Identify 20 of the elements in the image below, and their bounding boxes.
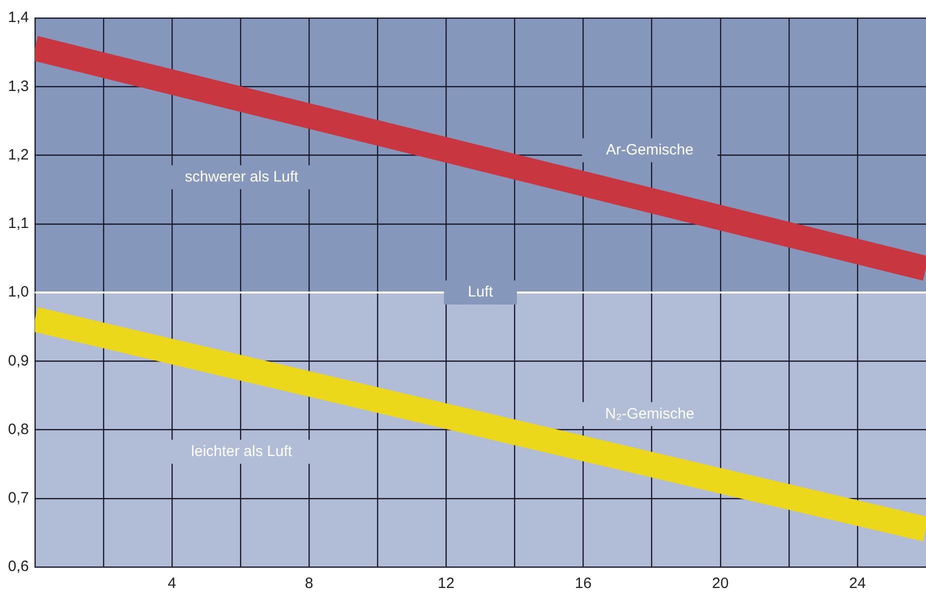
y-tick-label: 0,8 <box>8 420 29 438</box>
text: Ar-Gemische <box>606 141 694 158</box>
band-label: schwerer als Luft <box>184 168 300 186</box>
y-tick-label: 1,0 <box>8 284 29 301</box>
text: N₂-Gemische <box>605 405 694 422</box>
y-tick-label: 0,6 <box>8 558 29 576</box>
y-tick-label: 0,9 <box>8 352 29 370</box>
y-tick-label: 1,1 <box>8 215 29 232</box>
y-tick-label: 0,7 <box>8 490 29 507</box>
x-tick-label: 8 <box>304 575 314 592</box>
x-tick-label: 24 <box>849 575 866 592</box>
ref-line-label: Luft <box>468 284 494 301</box>
x-tick-label: 16 <box>574 575 592 592</box>
y-tick-label: 1,3 <box>8 78 29 95</box>
x-tick-label: 4 <box>168 575 176 592</box>
y-tick-label: 1,4 <box>8 9 29 26</box>
band-label: leichter als Luft <box>191 442 293 460</box>
y-tick-label: 1,2 <box>8 146 29 164</box>
x-tick-label: 12 <box>438 575 454 592</box>
x-tick-label: 20 <box>712 575 729 592</box>
